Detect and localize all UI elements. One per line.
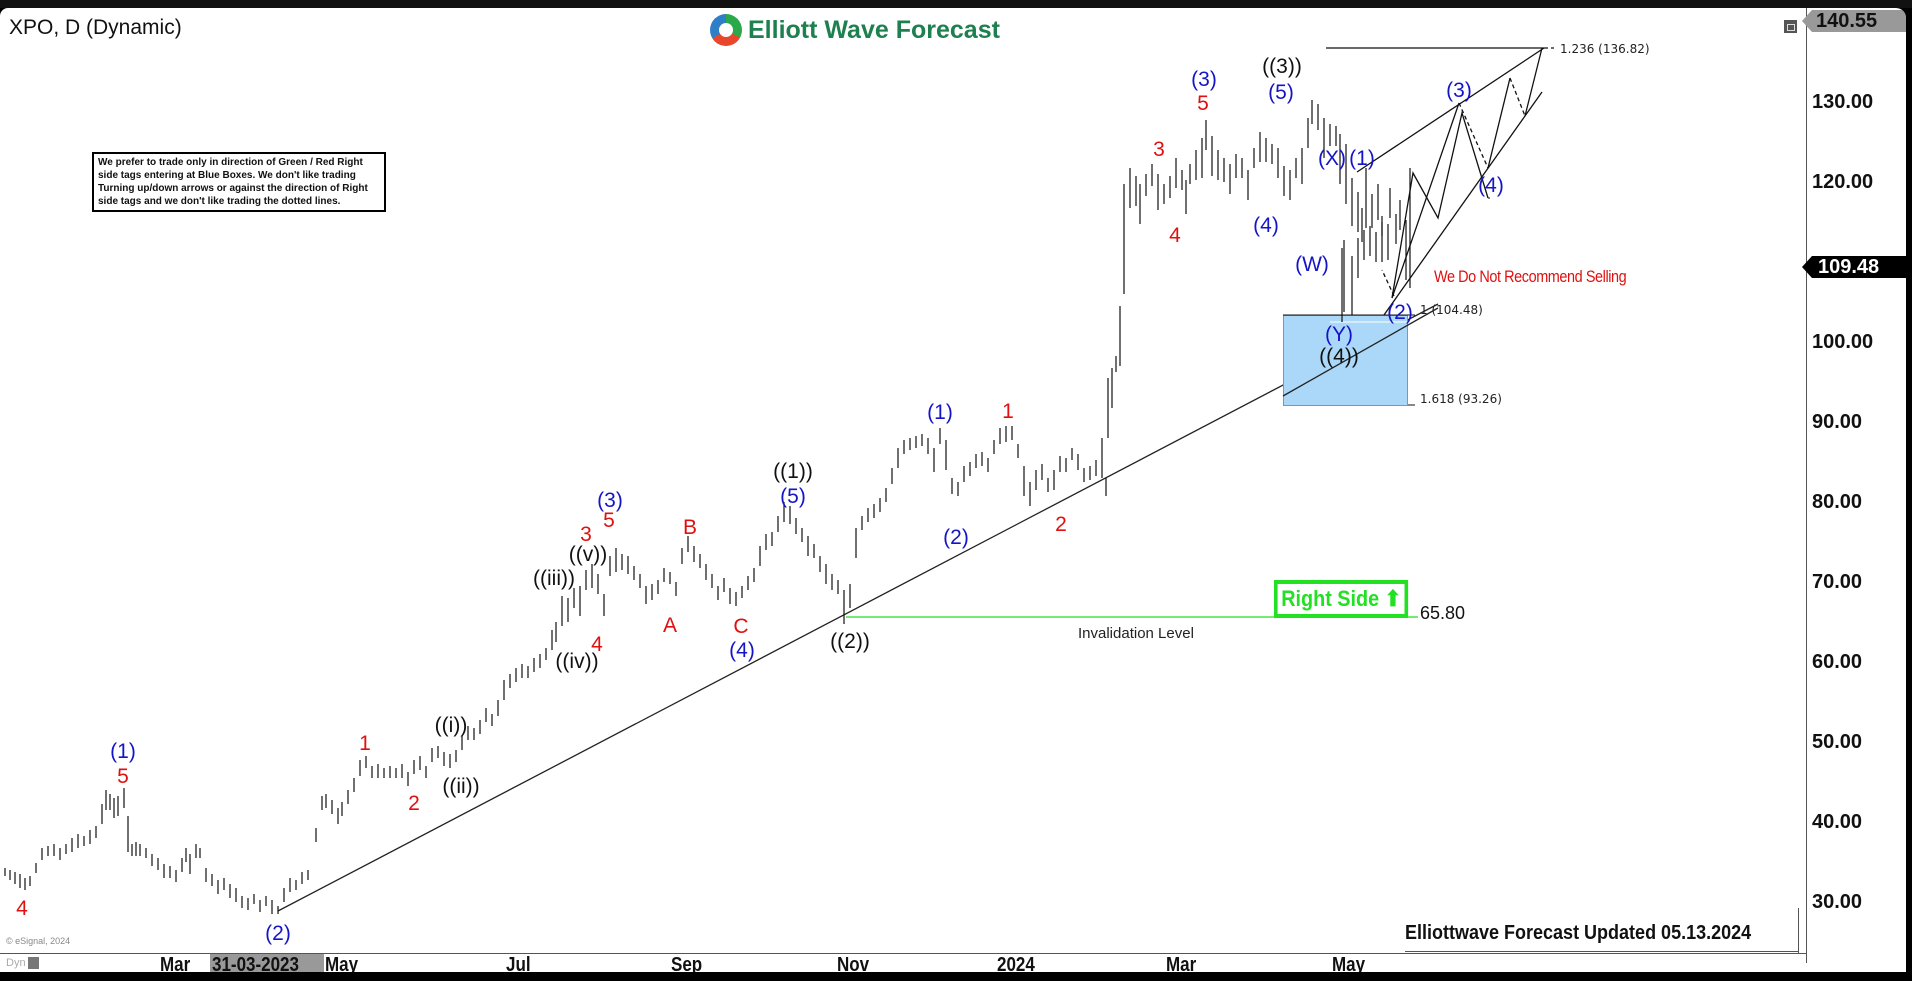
wave-label: B: [682, 516, 698, 539]
time-tick: Jul: [506, 954, 531, 972]
wave-label: (2): [265, 922, 291, 945]
time-tick: May: [1332, 954, 1366, 972]
wave-label: C: [733, 615, 749, 638]
time-tick: Mar: [1166, 954, 1197, 972]
fib-1-label: 1 (104.48): [1420, 303, 1483, 317]
wave-label: 3: [580, 523, 592, 546]
time-tick: Mar: [160, 954, 191, 972]
time-tick: 2024: [997, 954, 1035, 972]
wave-label: 1: [359, 732, 371, 755]
wave-label: (X): [1318, 147, 1346, 170]
price-axis-line: [1806, 8, 1807, 963]
right-side-label: Right Side: [1281, 586, 1380, 611]
wave-label: ((2)): [830, 630, 870, 653]
overlay-lines: [1282, 248, 1439, 397]
wave-label: 2: [1055, 513, 1067, 536]
no-sell-note: We Do Not Recommend Selling: [1434, 267, 1627, 286]
fib-1618-label: 1.618 (93.26): [1420, 392, 1502, 406]
dyn-label: Dyn: [6, 957, 26, 969]
fib-1236-label: 1.236 (136.82): [1560, 42, 1650, 56]
price-tick: 30.00: [1812, 891, 1863, 913]
price-tick: 100.00: [1812, 331, 1874, 353]
wave-label: (Y): [1325, 323, 1353, 346]
chart-window: XPO, D (Dynamic) Elliott Wave Forecast W…: [0, 8, 1906, 972]
wave-label: (5): [1268, 81, 1294, 104]
updated-stamp: Elliottwave Forecast Updated 05.13.2024: [1405, 922, 1752, 944]
chart-drawing: [4, 47, 1555, 914]
divider: [1405, 951, 1798, 952]
wave-label: 5: [1197, 92, 1209, 115]
wave-label: 4: [1169, 224, 1181, 247]
price-tick: 120.00: [1812, 171, 1874, 193]
price-tick: 80.00: [1812, 491, 1863, 513]
wave-label: (1): [1349, 147, 1375, 170]
wave-label: 4: [591, 633, 603, 656]
wave-label: 1: [1002, 400, 1014, 423]
wave-label: ((ii)): [442, 775, 480, 798]
channel-upper: [1356, 47, 1545, 173]
channel-lower: [1378, 91, 1543, 323]
arrow-up-icon: ⬆: [1384, 586, 1402, 611]
time-tick: May: [325, 954, 359, 972]
wave-label: 5: [603, 509, 615, 532]
trading-disclaimer: We prefer to trade only in direction of …: [92, 152, 386, 212]
wave-label: ((i)): [434, 714, 468, 737]
time-tick: Sep: [671, 954, 703, 972]
wave-label: (4): [1253, 214, 1279, 237]
wave-label: (5): [780, 485, 806, 508]
wave-label: (W): [1295, 253, 1329, 276]
wave-label: (3): [1191, 68, 1217, 91]
wave-label: ((4)): [1319, 345, 1359, 368]
high-price-marker: 140.55: [1802, 10, 1906, 32]
brand-logo: Elliott Wave Forecast: [710, 14, 1000, 46]
price-tick: 50.00: [1812, 731, 1863, 753]
plot-area[interactable]: XPO, D (Dynamic) Elliott Wave Forecast W…: [0, 8, 1800, 963]
time-cursor-date: 31-03-2023: [212, 954, 299, 972]
price-tick: 90.00: [1812, 411, 1863, 433]
wave-label: (3): [597, 489, 623, 512]
price-tick: 70.00: [1812, 571, 1863, 593]
wave-label: A: [662, 614, 678, 637]
wave-label: 5: [117, 765, 129, 788]
price-tick: 130.00: [1812, 91, 1874, 113]
divider: [1798, 908, 1799, 953]
logo-swirl-icon: [710, 14, 742, 46]
time-tick: Nov: [837, 954, 870, 972]
wave-label: 3: [1153, 138, 1165, 161]
lock-icon[interactable]: [28, 957, 39, 969]
right-side-tag: Right Side ⬆: [1274, 580, 1409, 618]
wave-label: ((iv)): [555, 650, 599, 673]
date-cursor: [210, 954, 324, 972]
price-bars: [4, 100, 1411, 914]
wave-label: 4: [16, 897, 28, 920]
wave-label: 2: [408, 792, 420, 815]
wave-label: ((1)): [773, 460, 813, 483]
wave-label: (1): [110, 740, 136, 763]
wave-label: (2): [943, 526, 969, 549]
last-price-marker: 109.48: [1802, 256, 1906, 278]
invalidation-label: Invalidation Level: [1078, 625, 1194, 642]
wave-label: (4): [1478, 174, 1504, 197]
esignal-copyright: © eSignal, 2024: [6, 936, 71, 946]
wave-label: (1): [927, 401, 953, 424]
trendline: [277, 303, 1439, 912]
chart-title: XPO, D (Dynamic): [9, 16, 182, 39]
wave-label: (4): [729, 639, 755, 662]
price-tick: 60.00: [1812, 651, 1863, 673]
time-axis[interactable]: Dyn Mar 31-03-2023 May Jul Sep Nov 2024 …: [0, 953, 1806, 972]
logo-text: Elliott Wave Forecast: [748, 15, 1000, 44]
wave-label: (2): [1387, 301, 1413, 324]
wave-label: ((v)): [568, 543, 608, 566]
wave-label: ((3)): [1262, 55, 1302, 78]
wave-label: ((iii)): [533, 567, 575, 590]
wave-label: (3): [1446, 79, 1472, 102]
invalidation-value: 65.80: [1420, 603, 1466, 623]
window-top-bar: [0, 0, 1912, 8]
price-tick: 40.00: [1812, 811, 1863, 833]
window-restore-icon[interactable]: [1784, 20, 1797, 33]
